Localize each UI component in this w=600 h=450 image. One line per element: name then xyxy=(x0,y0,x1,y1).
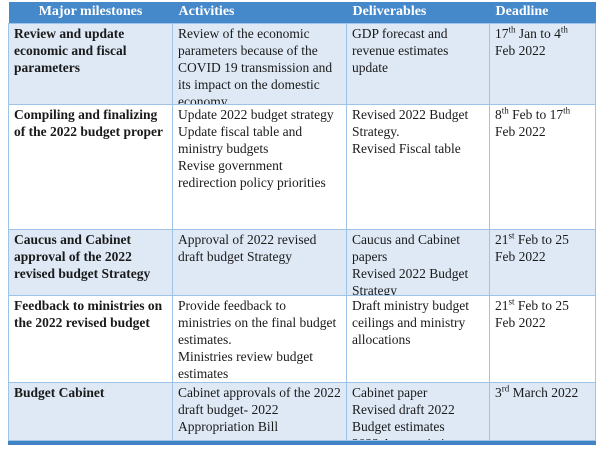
ordinal-suffix: th xyxy=(560,24,568,34)
table-row: Review and update economic and fiscal pa… xyxy=(8,22,596,105)
activities-cell-content: Provide feedback to ministries on the fi… xyxy=(178,297,341,382)
activities-cell-content: Review of the economic parameters becaus… xyxy=(178,25,341,104)
activities-cell-content: Cabinet approvals of the 2022 draft budg… xyxy=(178,384,341,440)
ordinal-suffix: st xyxy=(508,230,515,240)
deliverables-cell: Draft ministry budget ceilings and minis… xyxy=(346,294,490,383)
deadline-text: 17th Jan to 4th Feb 2022 xyxy=(495,24,568,58)
deliverable-item: Caucus and Cabinet papers xyxy=(352,231,460,264)
table-row: Feedback to ministries on the 2022 revis… xyxy=(8,294,596,383)
milestone-cell: Caucus and Cabinet approval of the 2022 … xyxy=(8,228,173,296)
deadline-cell-content: 8th Feb to 17th Feb 2022 xyxy=(495,106,590,229)
budget-milestones-table-wrap: Major milestones Activities Deliverables… xyxy=(8,2,596,445)
table-row: Caucus and Cabinet approval of the 2022 … xyxy=(8,228,596,296)
milestone-cell-content: Review and update economic and fiscal pa… xyxy=(14,25,167,104)
deliverable-item: 2022 Appropriation xyxy=(352,435,484,440)
deliverables-cell: GDP forecast and revenue estimates updat… xyxy=(346,22,490,105)
activities-cell-content: Approval of 2022 revised draft budget St… xyxy=(178,231,341,295)
activities-cell: Provide feedback to ministries on the fi… xyxy=(172,294,347,383)
deadline-text: 21st Feb to 25 Feb 2022 xyxy=(495,230,569,264)
deliverables-cell-content: Draft ministry budget ceilings and minis… xyxy=(352,297,484,382)
column-header-deadline: Deadline xyxy=(489,2,596,23)
activity-item: Cabinet approvals of the 2022 draft budg… xyxy=(178,384,341,434)
ordinal-suffix: st xyxy=(508,296,515,306)
activity-item: Revise government redirection policy pri… xyxy=(178,157,326,190)
activity-item: Review of the economic parameters becaus… xyxy=(178,25,333,104)
milestone-cell-content: Compiling and finalizing of the 2022 bud… xyxy=(14,106,167,229)
deadline-cell-content: 21st Feb to 25 Feb 2022 xyxy=(495,231,590,295)
activities-cell: Update 2022 budget strategy Update fiscal… xyxy=(172,103,347,230)
deadline-cell: 21st Feb to 25 Feb 2022 xyxy=(489,228,596,296)
deliverables-cell: Cabinet paper Revised draft 2022 Budget e… xyxy=(346,381,490,441)
deadline-text: 8th Feb to 17th Feb 2022 xyxy=(495,105,571,139)
column-header-milestones: Major milestones xyxy=(8,2,173,23)
deliverable-item: GDP forecast and revenue estimates updat… xyxy=(352,25,449,75)
deadline-text: 3rd March 2022 xyxy=(495,383,579,400)
activity-item: Update 2022 budget strategy xyxy=(178,106,334,122)
activities-cell: Approval of 2022 revised draft budget St… xyxy=(172,228,347,296)
deliverable-item: Draft ministry budget ceilings and minis… xyxy=(352,297,469,347)
milestone-text: Budget Cabinet xyxy=(14,384,105,400)
deadline-cell: 3rd March 2022 xyxy=(489,381,596,441)
milestone-text: Feedback to ministries on the 2022 revis… xyxy=(14,297,163,330)
activity-item: Ministries review budget estimates xyxy=(178,348,313,381)
deliverables-cell: Revised 2022 Budget Strategy. Revised Fis… xyxy=(346,103,490,230)
table-row: Budget Cabinet Cabinet approvals of the 2… xyxy=(8,381,596,441)
deadline-cell-content: 3rd March 2022 xyxy=(495,384,590,440)
milestone-cell: Review and update economic and fiscal pa… xyxy=(8,22,173,105)
milestone-cell: Compiling and finalizing of the 2022 bud… xyxy=(8,103,173,230)
deadline-cell-content: 21st Feb to 25 Feb 2022 xyxy=(495,297,590,382)
deadline-text: 21st Feb to 25 Feb 2022 xyxy=(495,296,569,330)
table-row: Compiling and finalizing of the 2022 bud… xyxy=(8,103,596,230)
deadline-cell-content: 17th Jan to 4th Feb 2022 xyxy=(495,25,590,104)
deliverables-cell-content: Cabinet paper Revised draft 2022 Budget e… xyxy=(352,384,484,440)
ordinal-suffix: th xyxy=(501,105,509,115)
deliverables-cell: Caucus and Cabinet papers Revised 2022 Bu… xyxy=(346,228,490,296)
deliverables-cell-content: GDP forecast and revenue estimates updat… xyxy=(352,25,484,104)
milestone-cell: Feedback to ministries on the 2022 revis… xyxy=(8,294,173,383)
milestone-cell: Budget Cabinet xyxy=(8,381,173,441)
deliverable-item: Revised 2022 Budget Strategy xyxy=(352,265,469,295)
deliverable-item: Revised draft 2022 Budget estimates xyxy=(352,401,455,434)
table-header-row: Major milestones Activities Deliverables… xyxy=(8,2,596,23)
deliverable-item: Revised 2022 Budget Strategy. xyxy=(352,106,469,139)
milestone-text: Caucus and Cabinet approval of the 2022 … xyxy=(14,231,151,281)
deadline-cell: 8th Feb to 17th Feb 2022 xyxy=(489,103,596,230)
milestone-cell-content: Caucus and Cabinet approval of the 2022 … xyxy=(14,231,167,295)
deadline-cell: 17th Jan to 4th Feb 2022 xyxy=(489,22,596,105)
column-header-activities: Activities xyxy=(172,2,347,23)
budget-milestones-table: Major milestones Activities Deliverables… xyxy=(8,2,596,441)
column-header-deliverables: Deliverables xyxy=(346,2,490,23)
milestone-cell-content: Feedback to ministries on the 2022 revis… xyxy=(14,297,167,382)
milestone-cell-content: Budget Cabinet xyxy=(14,384,167,440)
activity-item: Update fiscal table and ministry budgets xyxy=(178,123,303,156)
ordinal-suffix: th xyxy=(563,105,571,115)
deadline-cell: 21st Feb to 25 Feb 2022 xyxy=(489,294,596,383)
activities-cell-content: Update 2022 budget strategy Update fiscal… xyxy=(178,106,341,229)
ordinal-suffix: rd xyxy=(501,383,510,393)
activities-cell: Cabinet approvals of the 2022 draft budg… xyxy=(172,381,347,441)
deliverable-item: Revised Fiscal table xyxy=(352,140,461,156)
activities-cell: Review of the economic parameters becaus… xyxy=(172,22,347,105)
activity-item: Provide feedback to ministries on the fi… xyxy=(178,297,337,347)
activity-item: Approval of 2022 revised draft budget St… xyxy=(178,231,317,264)
deliverables-cell-content: Revised 2022 Budget Strategy. Revised Fis… xyxy=(352,106,484,229)
ordinal-suffix: th xyxy=(508,24,516,34)
milestone-text: Compiling and finalizing of the 2022 bud… xyxy=(14,106,164,139)
deliverables-cell-content: Caucus and Cabinet papers Revised 2022 Bu… xyxy=(352,231,484,295)
milestone-text: Review and update economic and fiscal pa… xyxy=(14,25,127,75)
deliverable-item: Cabinet paper xyxy=(352,384,428,400)
table-body: Review and update economic and fiscal pa… xyxy=(8,22,596,441)
